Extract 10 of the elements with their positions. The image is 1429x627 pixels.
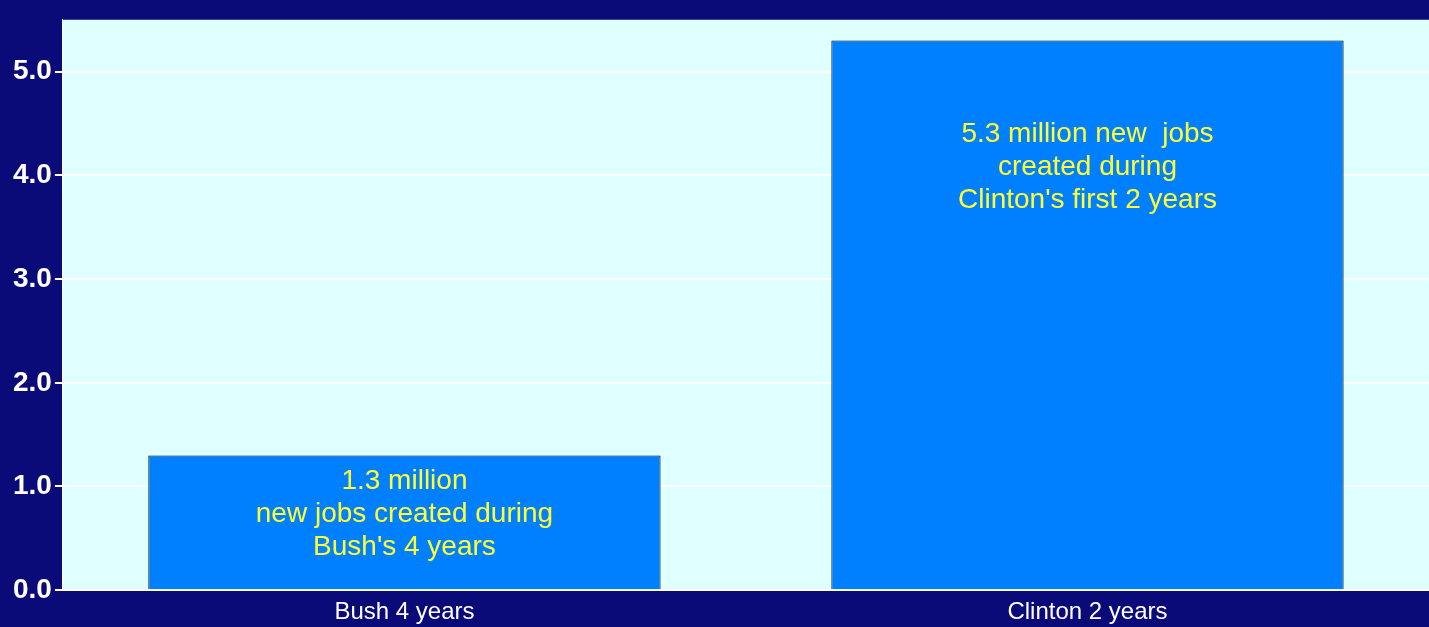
y-tick-label: 4.0 — [12, 158, 52, 190]
annotation: 1.3 million new jobs created during Bush's 4 years — [255, 464, 554, 562]
y-tick-label: 2.0 — [12, 365, 52, 397]
x-tick-label: Bush 4 years — [334, 597, 475, 625]
y-tick-label: 1.0 — [12, 469, 52, 501]
x-tick-label: Clinton 2 years — [1007, 597, 1168, 625]
annotation: 5.3 million new jobs created during Clinton's first 2 years — [957, 117, 1217, 215]
y-tick-label: 3.0 — [12, 261, 52, 293]
y-tick-label: 5.0 — [12, 54, 52, 86]
y-tick-label: 0.0 — [12, 572, 52, 604]
